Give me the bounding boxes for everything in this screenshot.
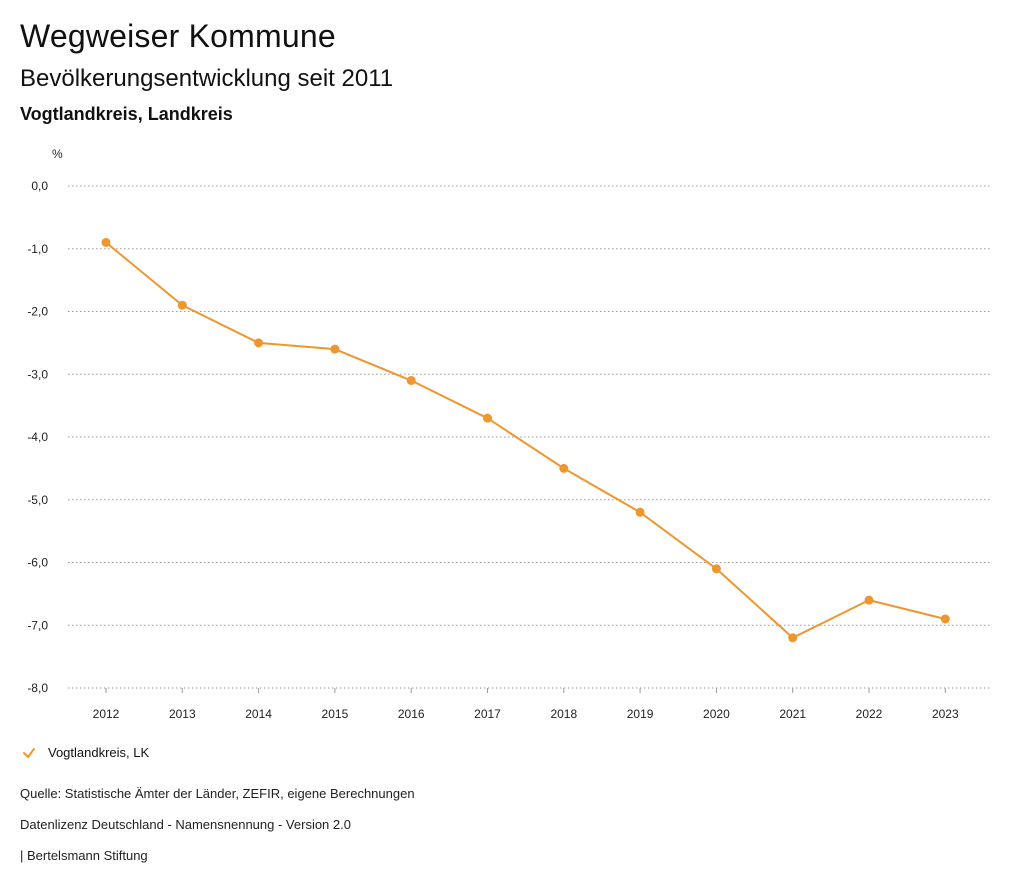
publisher-note: | Bertelsmann Stiftung [20, 848, 148, 863]
source-note: Quelle: Statistische Ämter der Länder, Z… [20, 786, 415, 801]
y-tick-label: 0,0 [31, 179, 48, 193]
y-tick-label: -4,0 [27, 430, 48, 444]
y-tick-label: -7,0 [27, 618, 48, 632]
y-unit-label: % [52, 147, 63, 161]
legend-check-icon[interactable] [22, 746, 36, 760]
x-tick-label: 2021 [779, 707, 806, 721]
x-tick-label: 2016 [398, 707, 425, 721]
legend[interactable]: Vogtlandkreis, LK [22, 745, 149, 760]
data-point [406, 376, 416, 386]
y-tick-label: -5,0 [27, 493, 48, 507]
data-point [101, 237, 111, 247]
y-tick-label: -6,0 [27, 556, 48, 570]
data-point [254, 338, 264, 348]
x-tick-label: 2014 [245, 707, 272, 721]
y-tick-label: -2,0 [27, 305, 48, 319]
legend-label: Vogtlandkreis, LK [48, 745, 150, 760]
data-point [788, 633, 798, 643]
y-tick-label: -3,0 [27, 367, 48, 381]
data-point [940, 614, 950, 624]
data-point [330, 344, 340, 354]
x-tick-label: 2012 [93, 707, 120, 721]
x-tick-label: 2018 [550, 707, 577, 721]
x-tick-label: 2022 [856, 707, 883, 721]
region-label: Vogtlandkreis, Landkreis [20, 104, 233, 124]
series-line [105, 241, 946, 639]
y-tick-label: -8,0 [27, 681, 48, 695]
data-point [635, 507, 645, 517]
data-point [559, 463, 569, 473]
x-tick-label: 2023 [932, 707, 959, 721]
data-point [483, 413, 492, 423]
x-tick-label: 2020 [703, 707, 730, 721]
chart-subtitle: Bevölkerungsentwicklung seit 2011 [20, 65, 394, 92]
y-tick-label: -1,0 [27, 242, 48, 256]
license-note: Datenlizenz Deutschland - Namensnennung … [20, 817, 351, 832]
x-tick-label: 2019 [627, 707, 654, 721]
data-point [711, 564, 721, 574]
x-tick-label: 2013 [169, 707, 196, 721]
x-tick-label: 2015 [322, 707, 349, 721]
page-title: Wegweiser Kommune [20, 18, 336, 54]
data-point [864, 595, 874, 605]
line-chart: % 0,0 -1,0 -2,0 -3,0 -4,0 -5,0 -6,0 -7,0 -8,0 2012… [27, 147, 990, 721]
x-tick-label: 2017 [474, 707, 501, 721]
data-point [177, 300, 187, 310]
